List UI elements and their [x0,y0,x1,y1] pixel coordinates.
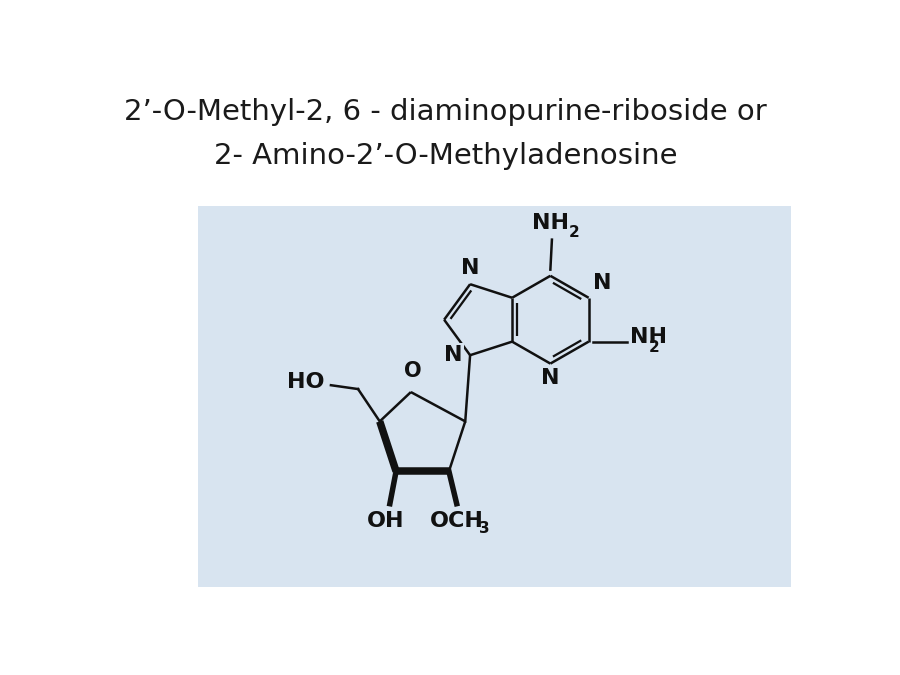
Text: OH: OH [367,512,405,531]
Text: NH: NH [630,327,667,347]
Text: N: N [592,273,611,293]
Text: OCH: OCH [429,512,483,531]
Text: O: O [403,361,421,381]
Text: HO: HO [287,372,325,392]
Text: 2’-O-Methyl-2, 6 - diaminopurine-riboside or: 2’-O-Methyl-2, 6 - diaminopurine-ribosid… [124,98,767,126]
Text: N: N [444,345,463,365]
Text: N: N [541,368,560,388]
Text: 2- Amino-2’-O-Methyladenosine: 2- Amino-2’-O-Methyladenosine [214,142,678,169]
Text: 3: 3 [480,520,490,535]
Text: NH: NH [532,213,569,233]
Text: 2: 2 [568,225,579,240]
Text: 2: 2 [649,340,660,355]
FancyBboxPatch shape [198,206,790,587]
Text: N: N [461,258,480,278]
